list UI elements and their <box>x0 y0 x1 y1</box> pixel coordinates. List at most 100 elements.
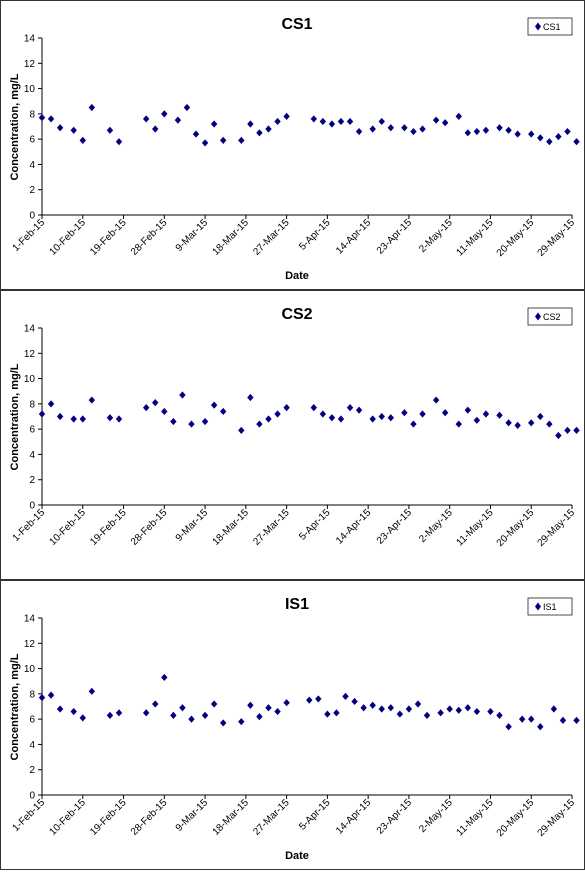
y-tick-label: 6 <box>29 425 35 436</box>
data-point <box>555 431 562 440</box>
data-point <box>283 404 290 412</box>
x-tick-label: 23-Apr-15 <box>375 507 415 547</box>
x-tick-label: 1-Feb-15 <box>11 217 48 254</box>
x-tick-label: 9-Mar-15 <box>174 797 211 834</box>
y-tick-label: 6 <box>29 135 35 146</box>
legend-label: CS1 <box>543 22 561 32</box>
data-point <box>106 126 114 134</box>
data-point <box>464 704 472 712</box>
legend-box <box>527 307 573 326</box>
data-point <box>546 420 553 428</box>
data-point <box>70 415 77 423</box>
data-point <box>346 404 354 412</box>
data-point <box>401 124 408 132</box>
data-point <box>274 707 281 716</box>
data-point <box>106 711 114 719</box>
data-point <box>414 700 422 708</box>
y-tick-label: 6 <box>29 715 35 726</box>
data-point <box>573 426 580 435</box>
x-tick-label: 5-Apr-15 <box>297 217 333 253</box>
data-point <box>88 396 96 404</box>
x-tick-label: 18-Mar-15 <box>211 507 252 548</box>
data-point <box>238 136 245 145</box>
data-point <box>423 711 431 719</box>
data-point <box>342 692 349 700</box>
data-point <box>38 114 46 122</box>
data-point <box>432 396 440 404</box>
data-point <box>142 709 150 717</box>
data-point <box>47 400 55 408</box>
data-point <box>419 125 426 133</box>
data-point <box>537 412 544 421</box>
data-point <box>441 409 449 417</box>
x-tick-label: 5-Apr-15 <box>297 797 333 833</box>
legend-box <box>527 597 573 616</box>
x-tick-label: 5-Apr-15 <box>297 507 333 543</box>
x-tick-label: 18-Mar-15 <box>211 797 252 838</box>
data-point <box>152 398 159 407</box>
legend-marker-icon <box>535 22 541 31</box>
data-point <box>47 115 55 123</box>
x-tick-label: 20-May-15 <box>495 217 537 259</box>
data-point <box>142 115 150 123</box>
x-tick-label: 14-Apr-15 <box>334 217 374 257</box>
data-point <box>115 415 123 423</box>
data-point <box>573 138 580 146</box>
data-point <box>351 697 358 706</box>
y-tick-label: 10 <box>24 374 36 385</box>
legend-marker-icon <box>535 312 541 321</box>
data-point <box>369 415 376 423</box>
x-tick-label: 28-Feb-15 <box>129 507 170 548</box>
data-point <box>142 404 150 412</box>
data-point <box>247 120 254 128</box>
data-point <box>518 715 526 723</box>
data-point <box>387 414 395 422</box>
x-tick-label: 23-Apr-15 <box>375 217 415 257</box>
x-tick-label: 28-Feb-15 <box>129 217 170 258</box>
x-tick-label: 19-Feb-15 <box>88 797 129 838</box>
chart-panel-is1: IS1 Concentration, mg/L Date IS1 0 2 4 6 8 10… <box>0 580 585 870</box>
y-tick-label: 12 <box>24 59 36 70</box>
data-point <box>378 705 385 713</box>
legend-label: CS2 <box>543 312 561 322</box>
data-point <box>306 696 313 704</box>
data-point <box>496 711 503 719</box>
data-point <box>115 138 123 146</box>
data-point <box>528 130 535 138</box>
data-point <box>79 136 86 145</box>
data-point <box>328 120 336 128</box>
x-tick-label: 29-May-15 <box>536 797 578 839</box>
x-tick-label: 19-Feb-15 <box>88 217 129 258</box>
data-point <box>464 406 472 414</box>
x-tick-label: 23-Apr-15 <box>375 797 415 837</box>
data-point <box>528 419 535 427</box>
data-point <box>473 127 481 136</box>
y-tick-label: 8 <box>29 399 35 410</box>
x-tick-label: 9-Mar-15 <box>174 217 211 254</box>
chart-title: CS1 <box>281 16 312 33</box>
data-point <box>70 707 77 716</box>
y-tick-label: 4 <box>29 160 35 171</box>
y-tick-label: 10 <box>24 84 36 95</box>
x-axis-label: Date <box>285 270 309 282</box>
legend-box <box>527 17 573 36</box>
y-tick-label: 2 <box>29 475 35 486</box>
data-point <box>38 410 46 418</box>
data-point <box>455 706 462 714</box>
y-tick-label: 4 <box>29 740 35 751</box>
data-point <box>455 112 462 120</box>
y-tick-label: 2 <box>29 765 35 776</box>
data-point <box>79 415 86 423</box>
data-point <box>115 709 123 717</box>
x-tick-label: 27-Mar-15 <box>251 797 292 838</box>
data-point <box>387 704 395 712</box>
data-point <box>505 419 512 427</box>
data-point <box>537 134 544 142</box>
x-tick-label: 20-May-15 <box>495 507 537 549</box>
x-tick-label: 29-May-15 <box>536 507 578 549</box>
data-point <box>446 705 453 713</box>
data-point <box>537 723 544 731</box>
data-point <box>369 125 376 133</box>
data-point <box>355 406 363 414</box>
data-point <box>265 704 272 712</box>
